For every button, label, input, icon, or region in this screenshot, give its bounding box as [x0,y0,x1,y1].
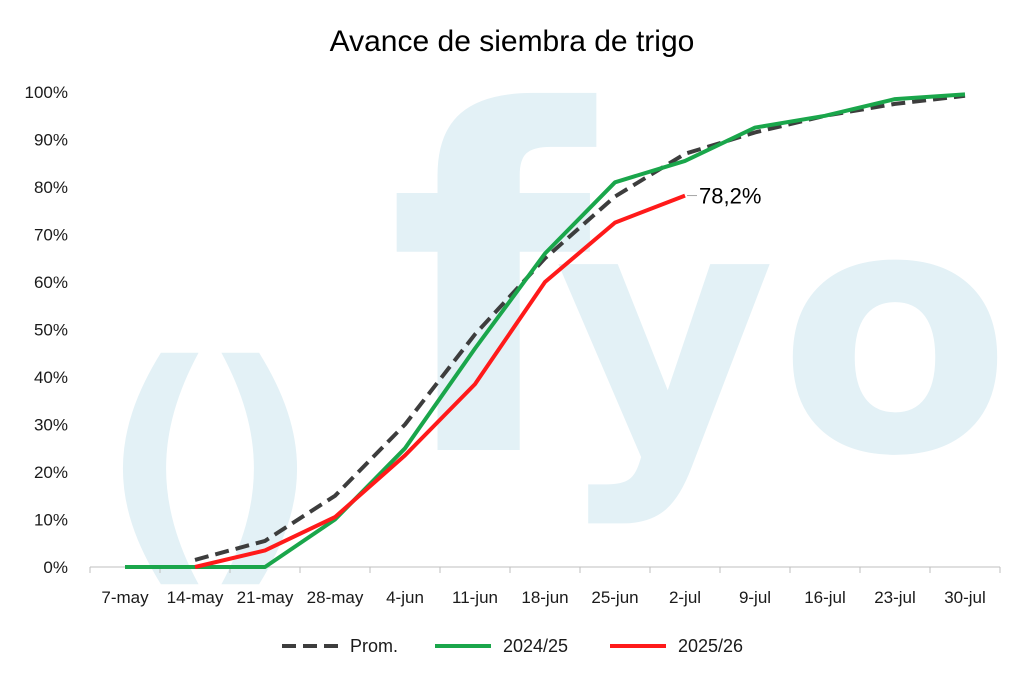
y-tick-label: 70% [34,226,68,245]
x-tick-label: 11-jun [452,588,498,607]
watermark-letter-f: f [388,14,601,561]
x-tick-label: 14-may [167,588,224,607]
x-tick-label: 28-may [307,588,364,607]
legend-label: 2025/26 [678,636,743,656]
legend-label: 2024/25 [503,636,568,656]
y-tick-label: 10% [34,511,68,530]
y-tick-label: 30% [34,416,68,435]
annotation-layer: 78,2% [687,184,761,209]
x-tick-label: 16-jul [804,588,846,607]
x-tick-label: 2-jul [669,588,701,607]
x-tick-label: 30-jul [944,588,986,607]
y-tick-label: 60% [34,273,68,292]
y-tick-label: 0% [43,558,68,577]
legend: Prom. 2024/25 2025/26 [282,636,743,656]
series-line-2025-26 [194,193,686,569]
x-tick-label: 4-jun [386,588,424,607]
series-layer [125,92,966,569]
series-line-2024-25 [125,92,966,569]
x-tick-label: 23-jul [874,588,916,607]
y-tick-label: 80% [34,178,68,197]
data-label-last-value: 78,2% [699,184,761,209]
y-tick-label: 20% [34,463,68,482]
x-tick-label: 9-jul [739,588,771,607]
y-tick-label: 50% [34,321,68,340]
x-tick-label: 18-jun [521,588,568,607]
watermark-letter-y: y [554,135,776,531]
y-tick-label: 100% [25,83,68,102]
watermark-paren-open: ( [101,310,220,612]
legend-label: Prom. [350,636,398,656]
chart-title: Avance de siembra de trigo [330,25,695,58]
x-tick-label: 21-may [237,588,294,607]
y-axis-ticks: 0% 10% 20% 30% 40% 50% 60% 70% 80% 90% 100% [25,83,68,577]
watermark-letter-o: o [778,135,1012,531]
fyo-watermark-logo: () fy o [101,14,1012,612]
x-axis-ticks: 7-may 14-may 21-may 28-may 4-jun 11-jun 18-jun… [101,588,985,607]
x-tick-label: 25-jun [591,588,638,607]
x-tick-label: 7-may [101,588,149,607]
y-tick-label: 90% [34,131,68,150]
y-tick-label: 40% [34,368,68,387]
